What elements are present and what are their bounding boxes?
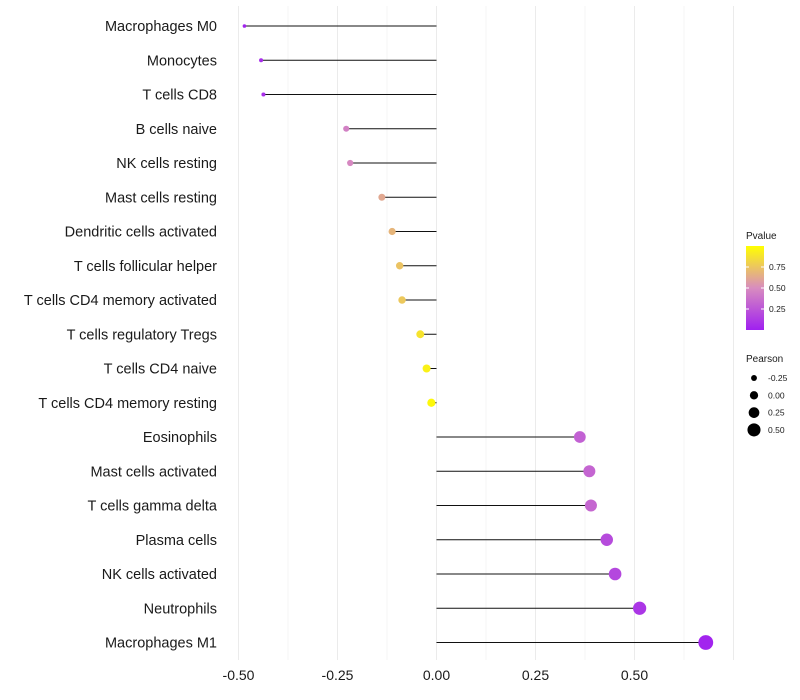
pvalue-legend-label: 0.75 bbox=[769, 262, 786, 272]
x-tick-label: -0.50 bbox=[223, 667, 255, 683]
lollipop-points bbox=[242, 24, 714, 650]
lollipop-point bbox=[259, 58, 264, 63]
x-tick-label: -0.25 bbox=[322, 667, 354, 683]
category-label: T cells follicular helper bbox=[74, 259, 217, 275]
pearson-legend-label: 0.25 bbox=[768, 408, 785, 418]
category-label: Dendritic cells activated bbox=[65, 225, 217, 241]
pearson-legend-title: Pearson bbox=[746, 354, 783, 365]
pearson-legend-key bbox=[747, 423, 761, 437]
lollipop-point bbox=[600, 533, 613, 546]
y-axis-labels: Macrophages M0 Monocytes T cells CD8 B cell… bbox=[24, 19, 218, 652]
pearson-legend-label: 0.00 bbox=[768, 390, 785, 400]
category-label: T cells regulatory Tregs bbox=[67, 327, 217, 343]
lollipop-point bbox=[261, 92, 266, 97]
category-label: NK cells resting bbox=[116, 156, 217, 172]
pvalue-colorbar bbox=[746, 246, 764, 330]
lollipop-point bbox=[416, 330, 425, 339]
lollipop-point bbox=[573, 431, 586, 443]
pearson-legend-key bbox=[749, 391, 759, 400]
lollipop-point bbox=[395, 262, 404, 270]
pearson-legend-key bbox=[751, 375, 757, 381]
category-label: Monocytes bbox=[147, 53, 217, 69]
category-label: T cells gamma delta bbox=[88, 499, 218, 515]
lollipop-stems bbox=[244, 25, 706, 643]
category-label: Macrophages M0 bbox=[105, 19, 217, 35]
category-label: T cells CD4 memory activated bbox=[24, 293, 217, 309]
category-label: B cells naive bbox=[136, 122, 217, 138]
pearson-legend-label: 0.50 bbox=[768, 425, 785, 435]
lollipop-point bbox=[242, 24, 247, 28]
pvalue-legend: Pvalue 0.75 0.50 0.25 bbox=[746, 231, 786, 330]
category-label: Macrophages M1 bbox=[105, 636, 217, 652]
category-label: NK cells activated bbox=[102, 567, 217, 583]
lollipop-point bbox=[633, 601, 647, 615]
lollipop-point bbox=[427, 398, 436, 407]
x-axis-tick-labels: -0.50 -0.25 0.00 0.25 0.50 bbox=[223, 667, 649, 683]
pvalue-legend-title: Pvalue bbox=[746, 231, 777, 242]
lollipop-point bbox=[698, 635, 714, 650]
gridlines bbox=[238, 6, 734, 660]
x-tick-label: 0.50 bbox=[621, 667, 648, 683]
category-label: T cells CD4 memory resting bbox=[38, 396, 217, 412]
category-label: Neutrophils bbox=[144, 601, 217, 617]
lollipop-point bbox=[378, 193, 386, 201]
pearson-legend-label: -0.25 bbox=[768, 373, 788, 383]
category-label: Plasma cells bbox=[136, 533, 217, 549]
pearson-legend: Pearson -0.25 0.00 0.25 0.50 bbox=[746, 354, 788, 437]
category-label: Mast cells resting bbox=[105, 190, 217, 206]
category-label: T cells CD8 bbox=[142, 88, 217, 104]
lollipop-point bbox=[422, 364, 431, 373]
lollipop-point bbox=[343, 125, 350, 132]
pvalue-legend-label: 0.25 bbox=[769, 304, 786, 314]
x-tick-label: 0.25 bbox=[522, 667, 549, 683]
pearson-legend-key bbox=[748, 407, 760, 418]
lollipop-point bbox=[388, 227, 396, 236]
lollipop-point bbox=[583, 465, 596, 478]
lollipop-point bbox=[608, 567, 622, 581]
category-label: Mast cells activated bbox=[90, 464, 217, 480]
lollipop-point bbox=[398, 296, 406, 304]
lollipop-point bbox=[347, 159, 354, 167]
category-label: Eosinophils bbox=[143, 430, 217, 446]
x-tick-label: 0.00 bbox=[423, 667, 450, 683]
category-label: T cells CD4 naive bbox=[104, 362, 217, 378]
lollipop-point bbox=[584, 499, 597, 512]
pvalue-legend-label: 0.50 bbox=[769, 283, 786, 293]
